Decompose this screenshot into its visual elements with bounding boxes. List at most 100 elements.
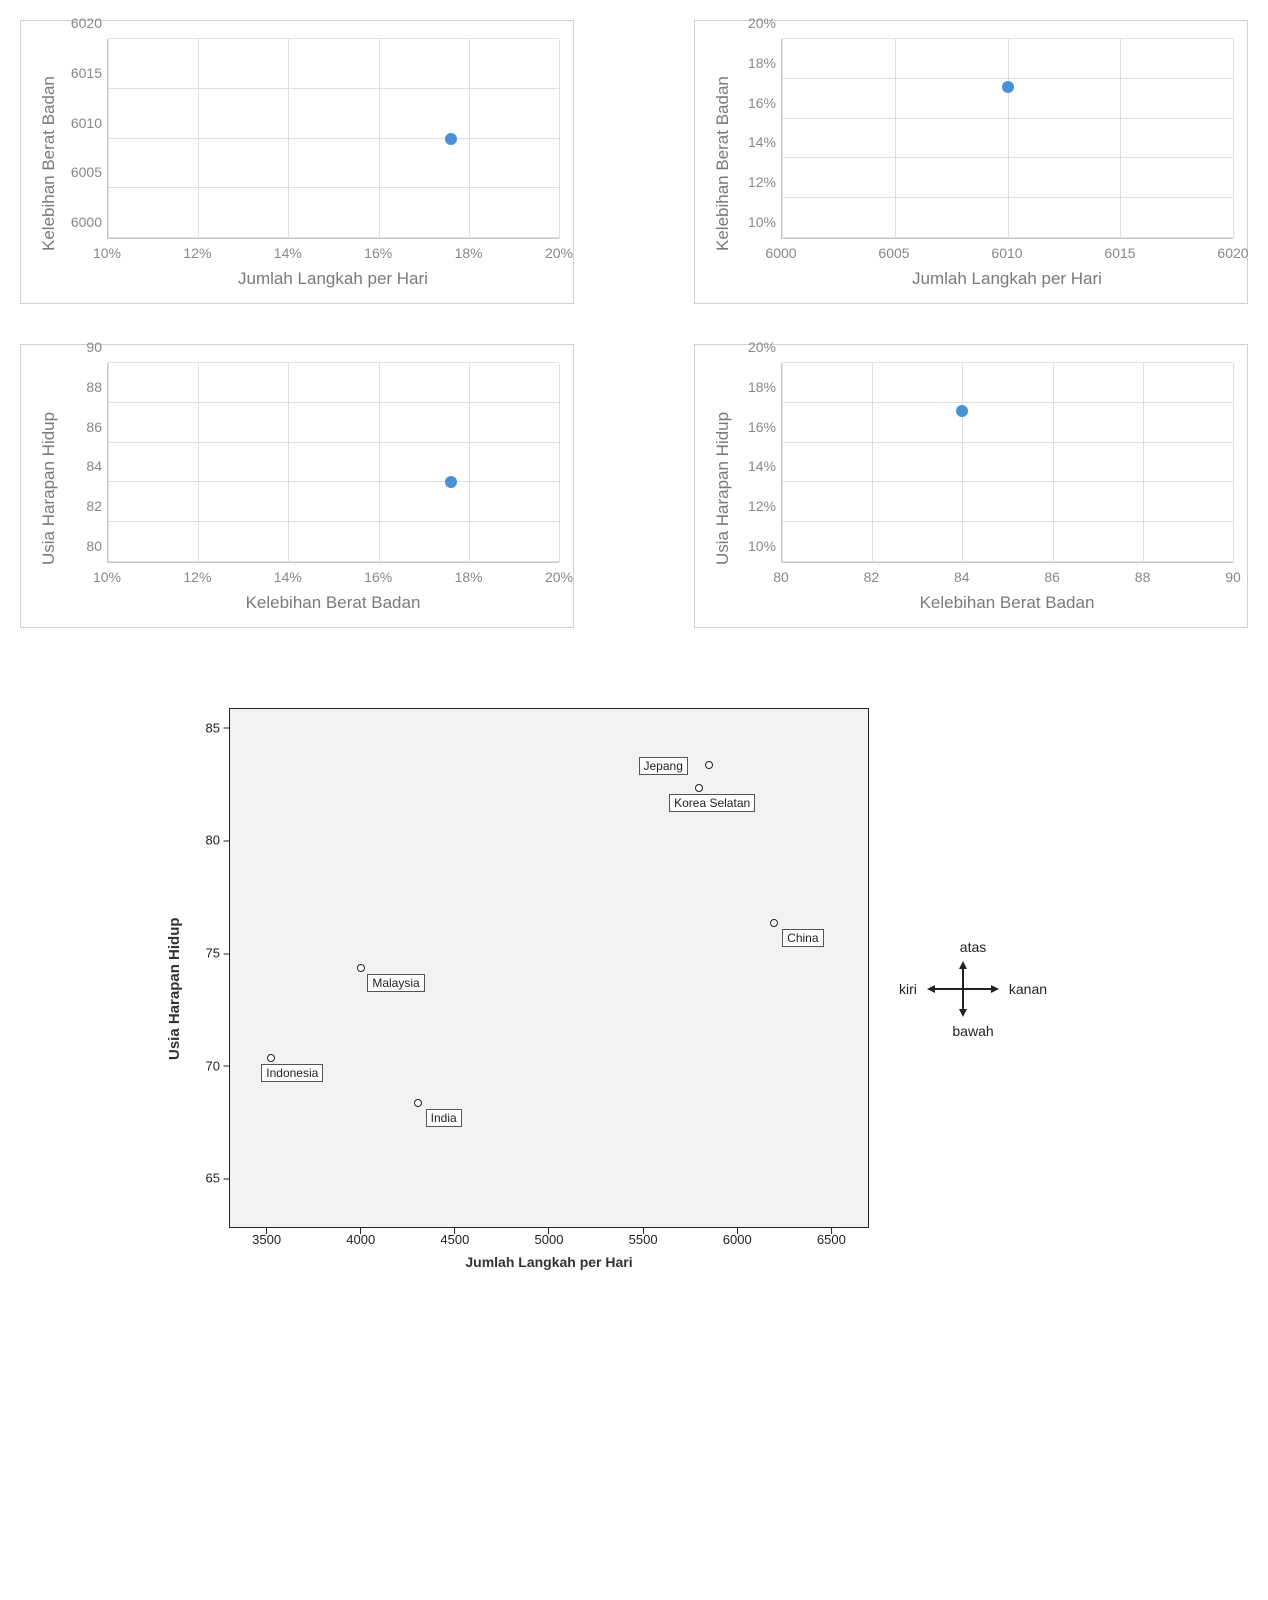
- big-ylabel: Usia Harapan Hidup: [160, 708, 189, 1270]
- chart-br: Usia Harapan Hidup10%12%14%16%18%20%8082…: [694, 344, 1248, 628]
- ytick: 82: [86, 498, 102, 514]
- big-xtick: 4500: [440, 1232, 469, 1247]
- chart-tl: Kelebihan Berat Badan6000600560106015602…: [20, 20, 574, 304]
- xtick: 6015: [1104, 245, 1135, 261]
- xtick: 10%: [93, 245, 121, 261]
- xtick: 12%: [183, 245, 211, 261]
- ytick: 18%: [748, 379, 776, 395]
- xtick: 6005: [878, 245, 909, 261]
- plot-area: 808284868890: [107, 363, 559, 563]
- ylabel: Usia Harapan Hidup: [35, 363, 63, 613]
- country-point: [770, 919, 778, 927]
- data-point: [445, 133, 457, 145]
- country-point: [357, 964, 365, 972]
- big-xtick: 4000: [346, 1232, 375, 1247]
- xtick: 6020: [1217, 245, 1248, 261]
- xtick: 6000: [765, 245, 796, 261]
- xtick: 12%: [183, 569, 211, 585]
- big-xtick-row: 3500 4000 4500 5000 5500 6000 6500: [229, 1228, 869, 1250]
- country-point: [705, 761, 713, 769]
- xtick: 14%: [274, 245, 302, 261]
- compass-bottom: bawah: [899, 1023, 1047, 1039]
- xtick: 18%: [455, 245, 483, 261]
- xlabel: Kelebihan Berat Badan: [781, 593, 1233, 613]
- country-label: India: [426, 1109, 462, 1127]
- plot-area: 10%12%14%16%18%20%: [781, 39, 1233, 239]
- ytick: 80: [86, 538, 102, 554]
- xtick: 86: [1044, 569, 1060, 585]
- compass-arrows-icon: [923, 959, 1003, 1019]
- xtick: 18%: [455, 569, 483, 585]
- country-label: Korea Selatan: [669, 794, 755, 812]
- ytick: 6020: [71, 15, 102, 31]
- xtick-row: 10%12%14%16%18%20%: [107, 567, 559, 587]
- ylabel: Usia Harapan Hidup: [709, 363, 737, 613]
- xlabel: Jumlah Langkah per Hari: [107, 269, 559, 289]
- chart-tr: Kelebihan Berat Badan 10%12%14%16%18%20% 6…: [694, 20, 1248, 304]
- compass-left: kiri: [899, 981, 917, 997]
- country-point: [414, 1099, 422, 1107]
- ytick: 20%: [748, 15, 776, 31]
- xtick: 16%: [364, 245, 392, 261]
- xtick: 6010: [991, 245, 1022, 261]
- xtick: 20%: [545, 569, 573, 585]
- ytick: 6005: [71, 164, 102, 180]
- big-ytick: 65: [206, 1171, 220, 1186]
- data-point: [1002, 81, 1014, 93]
- ytick: 16%: [748, 419, 776, 435]
- big-ytick: 80: [206, 833, 220, 848]
- compass-top: atas: [899, 939, 1047, 955]
- compass-legend: atas kiri kanan bawah: [899, 939, 1047, 1039]
- country-point: [695, 784, 703, 792]
- ylabel: Kelebihan Berat Badan: [35, 39, 63, 289]
- data-point: [445, 476, 457, 488]
- ytick: 10%: [748, 214, 776, 230]
- ytick: 6015: [71, 65, 102, 81]
- ylabel: Kelebihan Berat Badan: [709, 39, 737, 289]
- xtick-row: 60006005601060156020: [781, 243, 1233, 263]
- compass-right: kanan: [1009, 981, 1047, 997]
- big-plot-area: 6570758085JepangKorea SelatanChinaMalays…: [229, 708, 869, 1228]
- ytick: 6000: [71, 214, 102, 230]
- xtick: 80: [773, 569, 789, 585]
- chart-bl: Usia Harapan Hidup 808284868890 10% 12% 14% 1…: [20, 344, 574, 628]
- big-xtick: 5500: [629, 1232, 658, 1247]
- country-label: China: [782, 929, 823, 947]
- xtick: 90: [1225, 569, 1241, 585]
- country-label: Malaysia: [367, 974, 424, 992]
- xtick: 16%: [364, 569, 392, 585]
- ytick: 6010: [71, 115, 102, 131]
- xtick-row: 808284868890: [781, 567, 1233, 587]
- ytick: 14%: [748, 134, 776, 150]
- mini-charts-grid: Kelebihan Berat Badan 6000 6005 6010 6015 602…: [20, 20, 1248, 628]
- ytick: 16%: [748, 95, 776, 111]
- xtick: 10%: [93, 569, 121, 585]
- xtick: 20%: [545, 245, 573, 261]
- big-scatter-chart: Usia Harapan Hidup 65 70 75 80 85 Jepang Korea…: [160, 708, 869, 1270]
- big-xtick: 6000: [723, 1232, 752, 1247]
- data-point: [956, 405, 968, 417]
- big-ytick: 85: [206, 720, 220, 735]
- xlabel: Kelebihan Berat Badan: [107, 593, 559, 613]
- big-xtick: 6500: [817, 1232, 846, 1247]
- xlabel: Jumlah Langkah per Hari: [781, 269, 1233, 289]
- xtick: 14%: [274, 569, 302, 585]
- country-point: [267, 1054, 275, 1062]
- ytick: 10%: [748, 538, 776, 554]
- big-xlabel: Jumlah Langkah per Hari: [229, 1254, 869, 1270]
- big-ytick: 70: [206, 1058, 220, 1073]
- xtick-row: 10%12%14%16%18%20%: [107, 243, 559, 263]
- xtick: 84: [954, 569, 970, 585]
- ytick: 86: [86, 419, 102, 435]
- big-xtick: 5000: [535, 1232, 564, 1247]
- big-ytick: 75: [206, 946, 220, 961]
- ytick: 90: [86, 339, 102, 355]
- xtick: 82: [864, 569, 880, 585]
- ytick: 18%: [748, 55, 776, 71]
- big-xtick: 3500: [252, 1232, 281, 1247]
- ytick: 20%: [748, 339, 776, 355]
- xtick: 88: [1135, 569, 1151, 585]
- country-label: Jepang: [639, 757, 688, 775]
- ytick: 12%: [748, 498, 776, 514]
- ytick: 84: [86, 458, 102, 474]
